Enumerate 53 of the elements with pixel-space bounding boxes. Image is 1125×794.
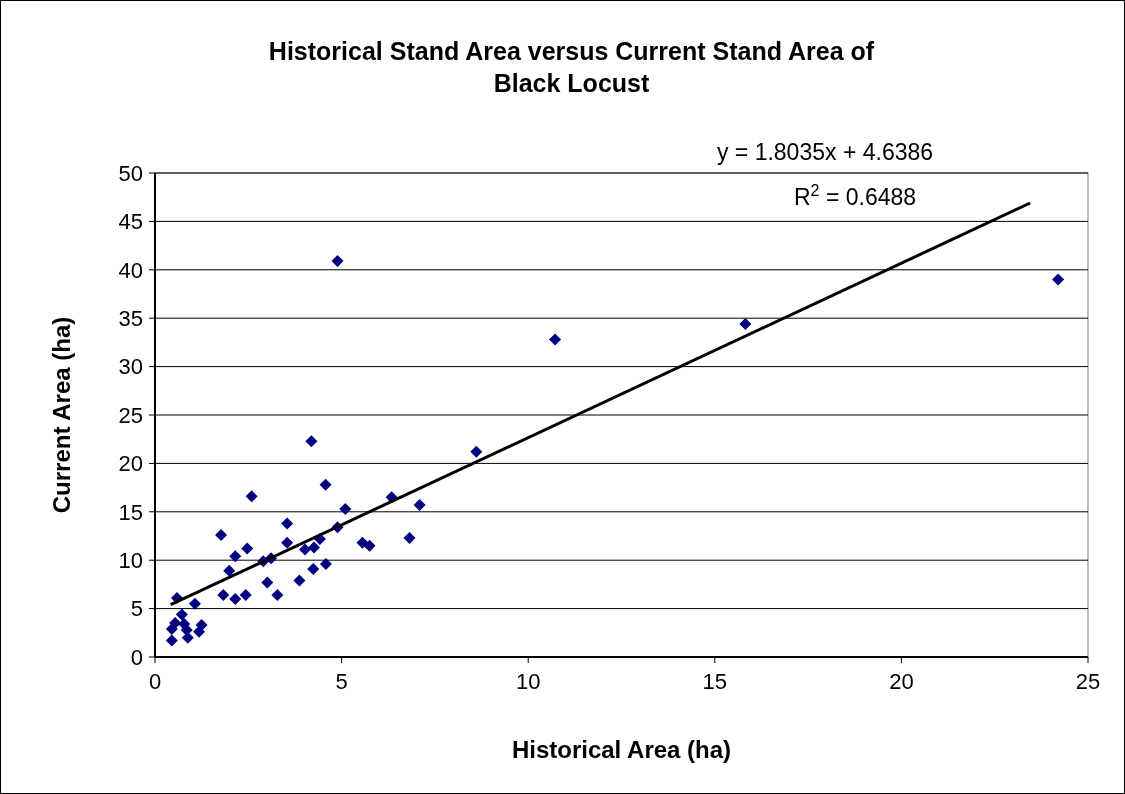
x-tick-label: 25: [1075, 669, 1101, 694]
point: [299, 543, 312, 556]
point: [261, 576, 274, 589]
y-axis-title: Current Area (ha): [48, 316, 75, 514]
point: [1052, 273, 1065, 286]
point: [363, 539, 376, 552]
point: [739, 318, 752, 331]
y-tick-label: 15: [118, 499, 143, 525]
point: [241, 542, 254, 555]
point: [319, 558, 332, 571]
x-tick-label: 10: [515, 669, 541, 694]
point: [223, 564, 236, 577]
x-tick-label: 20: [889, 669, 914, 694]
point: [245, 490, 258, 503]
point: [215, 529, 228, 542]
point: [165, 634, 178, 647]
point: [403, 531, 416, 544]
chart-title: Historical Stand Area versus Current Stand Area of Black Locust: [268, 37, 875, 97]
y-tick-label: 30: [118, 354, 143, 380]
y-tick-label: 5: [130, 596, 143, 622]
point: [413, 499, 426, 512]
x-tick-label: 15: [702, 669, 728, 694]
y-tick-label: 0: [130, 644, 143, 670]
point: [217, 589, 230, 602]
point: [305, 435, 318, 448]
point: [229, 550, 242, 563]
point: [307, 541, 320, 554]
point: [281, 536, 294, 549]
annotation: R$^{2}$ = 0.6488: [793, 181, 917, 210]
x-tick-label: 0: [148, 669, 162, 694]
point: [470, 445, 483, 458]
y-tick-label: 20: [118, 451, 143, 477]
point: [175, 608, 188, 621]
y-tick-label: 10: [118, 547, 143, 573]
y-tick-label: 50: [118, 160, 143, 186]
point: [271, 589, 284, 602]
point: [331, 255, 344, 268]
x-tick-label: 5: [335, 669, 348, 694]
y-tick-label: 25: [118, 402, 143, 428]
x-axis-title: Historical Area (ha): [511, 736, 732, 763]
point: [339, 502, 352, 515]
y-tick-label: 35: [118, 305, 143, 331]
point: [229, 592, 242, 605]
y-tick-label: 45: [118, 209, 143, 235]
point: [293, 574, 306, 587]
text: y = 1.8035x + 4.6386: [716, 139, 934, 165]
point: [239, 589, 252, 602]
point: [307, 562, 320, 575]
point: [281, 517, 294, 530]
point: [549, 333, 562, 346]
point: [188, 597, 201, 610]
point: [319, 478, 332, 491]
y-tick-label: 40: [118, 257, 143, 283]
